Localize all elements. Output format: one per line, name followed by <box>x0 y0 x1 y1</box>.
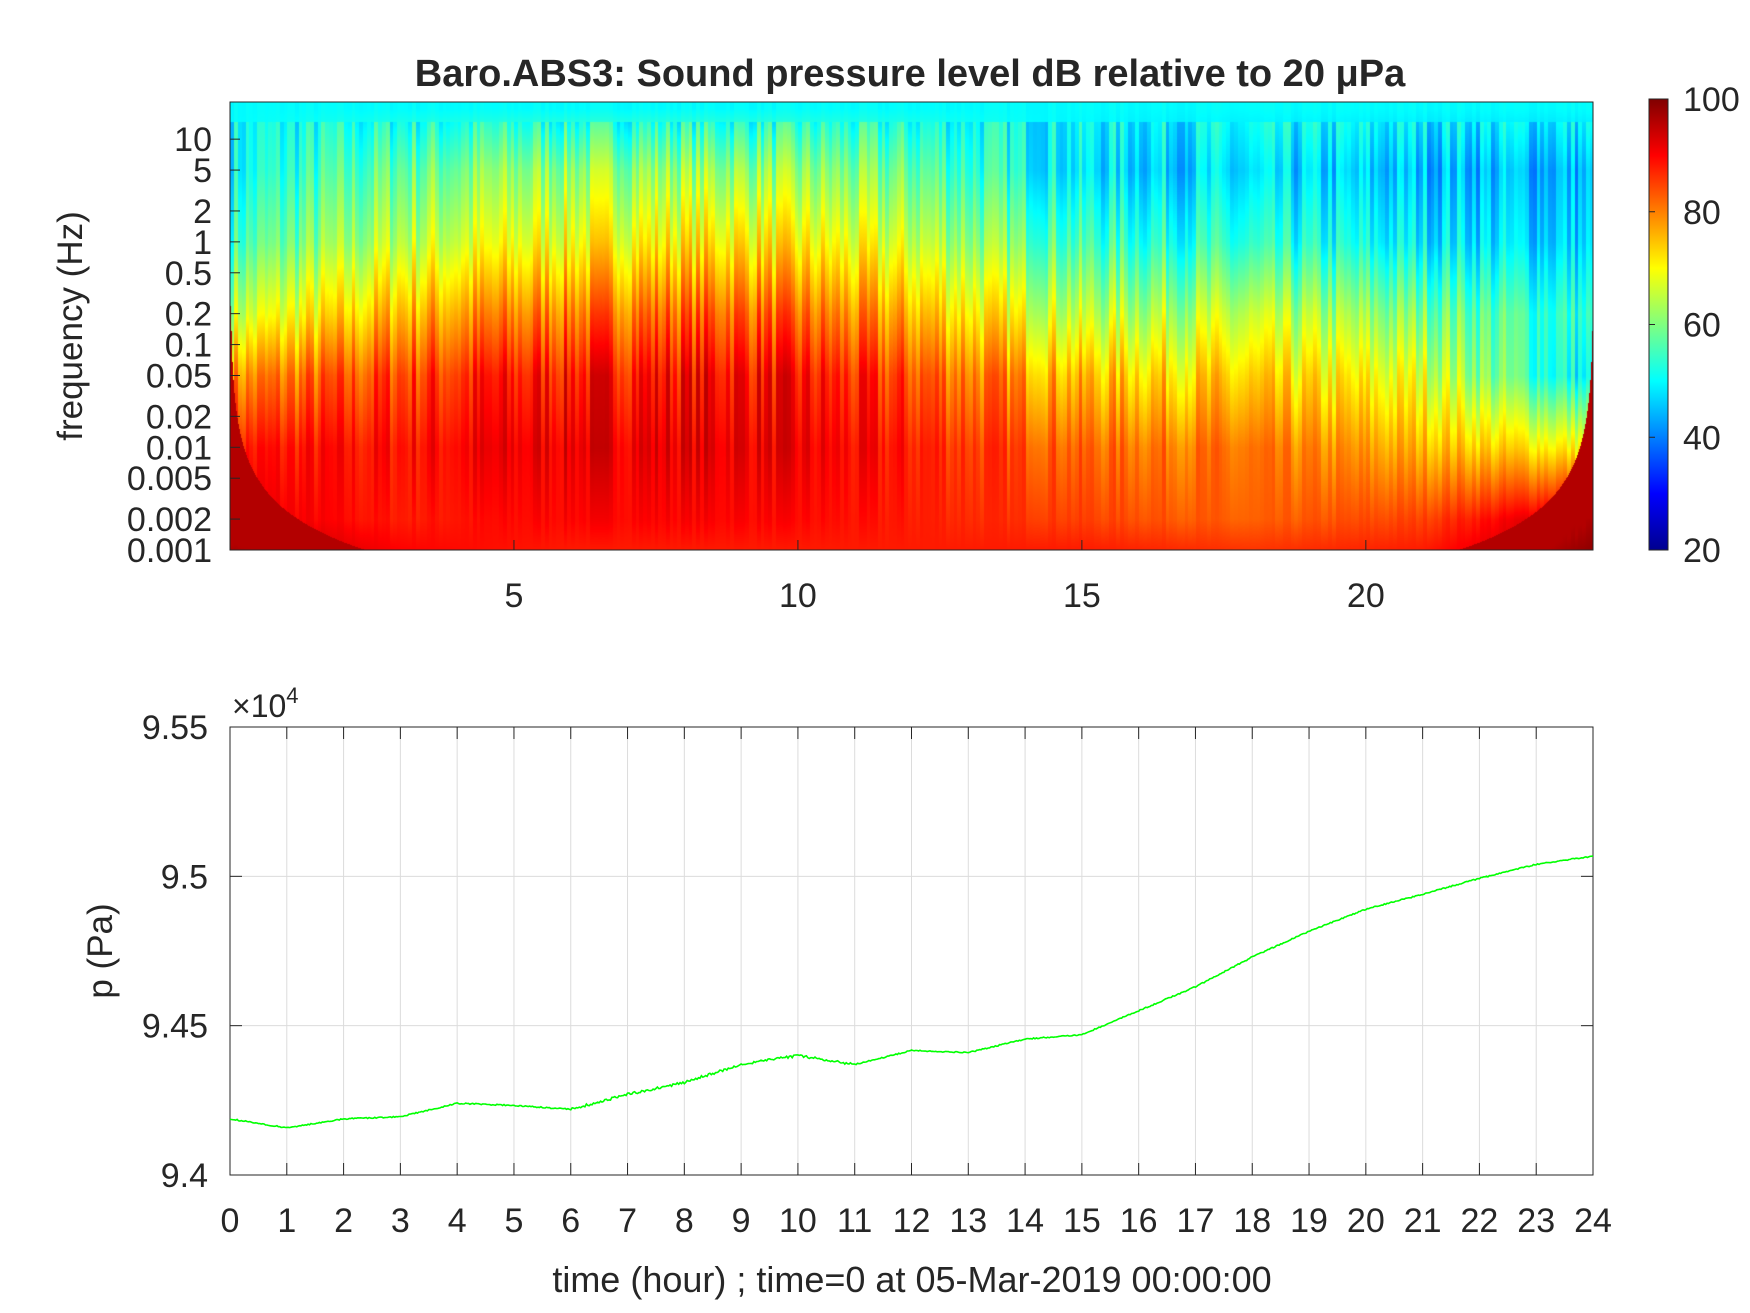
x-tick-label: 7 <box>618 1202 637 1240</box>
x-tick-label: 0 <box>221 1202 240 1240</box>
spectrogram-y-tick-label: 2 <box>193 193 212 231</box>
colorbar-tick-label: 100 <box>1683 81 1740 119</box>
x-tick-label: 13 <box>949 1202 987 1240</box>
x-tick-label: 19 <box>1290 1202 1328 1240</box>
spectrogram-y-tick-label: 0.002 <box>127 501 212 539</box>
spectrogram-y-tick-label: 0.005 <box>127 460 212 498</box>
x-tick-label: 1 <box>277 1202 296 1240</box>
spectrogram-x-tick-label: 15 <box>1063 577 1101 615</box>
pressure-axes-box <box>229 726 1594 1176</box>
y-tick-label: 9.5 <box>161 858 208 896</box>
spectrogram-y-axis-label: frequency (Hz) <box>51 211 90 441</box>
x-tick-label: 24 <box>1574 1202 1612 1240</box>
spectrogram-y-tick-label: 0.1 <box>165 327 212 365</box>
x-tick-label: 4 <box>448 1202 467 1240</box>
spectrogram-y-tick-label: 0.02 <box>146 398 212 436</box>
spectrogram-heatmap <box>230 102 1593 550</box>
y-tick-label: 9.4 <box>161 1157 208 1195</box>
spectrogram-y-tick-label: 0.05 <box>146 357 212 395</box>
x-tick-label: 10 <box>779 1202 817 1240</box>
spectrogram-y-tick-label: 0.2 <box>165 296 212 334</box>
spectrogram-y-tick-label: 10 <box>174 121 212 159</box>
x-tick-label: 20 <box>1347 1202 1385 1240</box>
x-tick-label: 5 <box>504 1202 523 1240</box>
x-tick-label: 11 <box>837 1202 872 1240</box>
spectrogram-y-tick-label: 0.01 <box>146 429 212 467</box>
colorbar-tick-label: 80 <box>1683 194 1721 232</box>
x-tick-label: 2 <box>334 1202 353 1240</box>
pressure-series-line <box>229 855 1594 1129</box>
x-tick-label: 17 <box>1177 1202 1215 1240</box>
y-tick-label: 9.55 <box>142 709 208 747</box>
spectrogram-y-tick-label: 1 <box>193 224 212 262</box>
pressure-x-axis-label: time (hour) ; time=0 at 05-Mar-2019 00:0… <box>552 1259 1271 1300</box>
x-tick-label: 8 <box>675 1202 694 1240</box>
spectrogram-y-tick-label: 5 <box>193 152 212 190</box>
x-tick-label: 3 <box>391 1202 410 1240</box>
spectrogram-y-tick-label: 0.001 <box>127 532 212 570</box>
spectrogram-title: Baro.ABS3: Sound pressure level dB relat… <box>415 53 1406 95</box>
x-tick-label: 14 <box>1006 1202 1044 1240</box>
pressure-y-axis-label: p (Pa) <box>81 903 120 998</box>
spectrogram-axes-box <box>229 101 1594 551</box>
x-tick-label: 23 <box>1517 1202 1555 1240</box>
colorbar-tick-label: 40 <box>1683 419 1721 457</box>
spectrogram-y-tick-label: 0.5 <box>165 255 212 293</box>
y-exponent-label: ×104 <box>232 683 299 724</box>
y-tick-label: 9.45 <box>142 1008 208 1046</box>
colorbar-tick-label: 20 <box>1683 532 1721 570</box>
spectrogram-x-tick-label: 20 <box>1347 577 1385 615</box>
spectrogram-x-tick-label: 5 <box>504 577 523 615</box>
x-tick-label: 15 <box>1063 1202 1101 1240</box>
x-tick-label: 12 <box>893 1202 931 1240</box>
x-tick-label: 9 <box>732 1202 751 1240</box>
x-tick-label: 21 <box>1404 1202 1442 1240</box>
x-tick-label: 22 <box>1461 1202 1499 1240</box>
x-tick-label: 16 <box>1120 1202 1158 1240</box>
spectrogram-x-tick-label: 10 <box>779 577 817 615</box>
x-tick-label: 6 <box>561 1202 580 1240</box>
x-tick-label: 18 <box>1233 1202 1271 1240</box>
colorbar-tick-label: 60 <box>1683 307 1721 345</box>
